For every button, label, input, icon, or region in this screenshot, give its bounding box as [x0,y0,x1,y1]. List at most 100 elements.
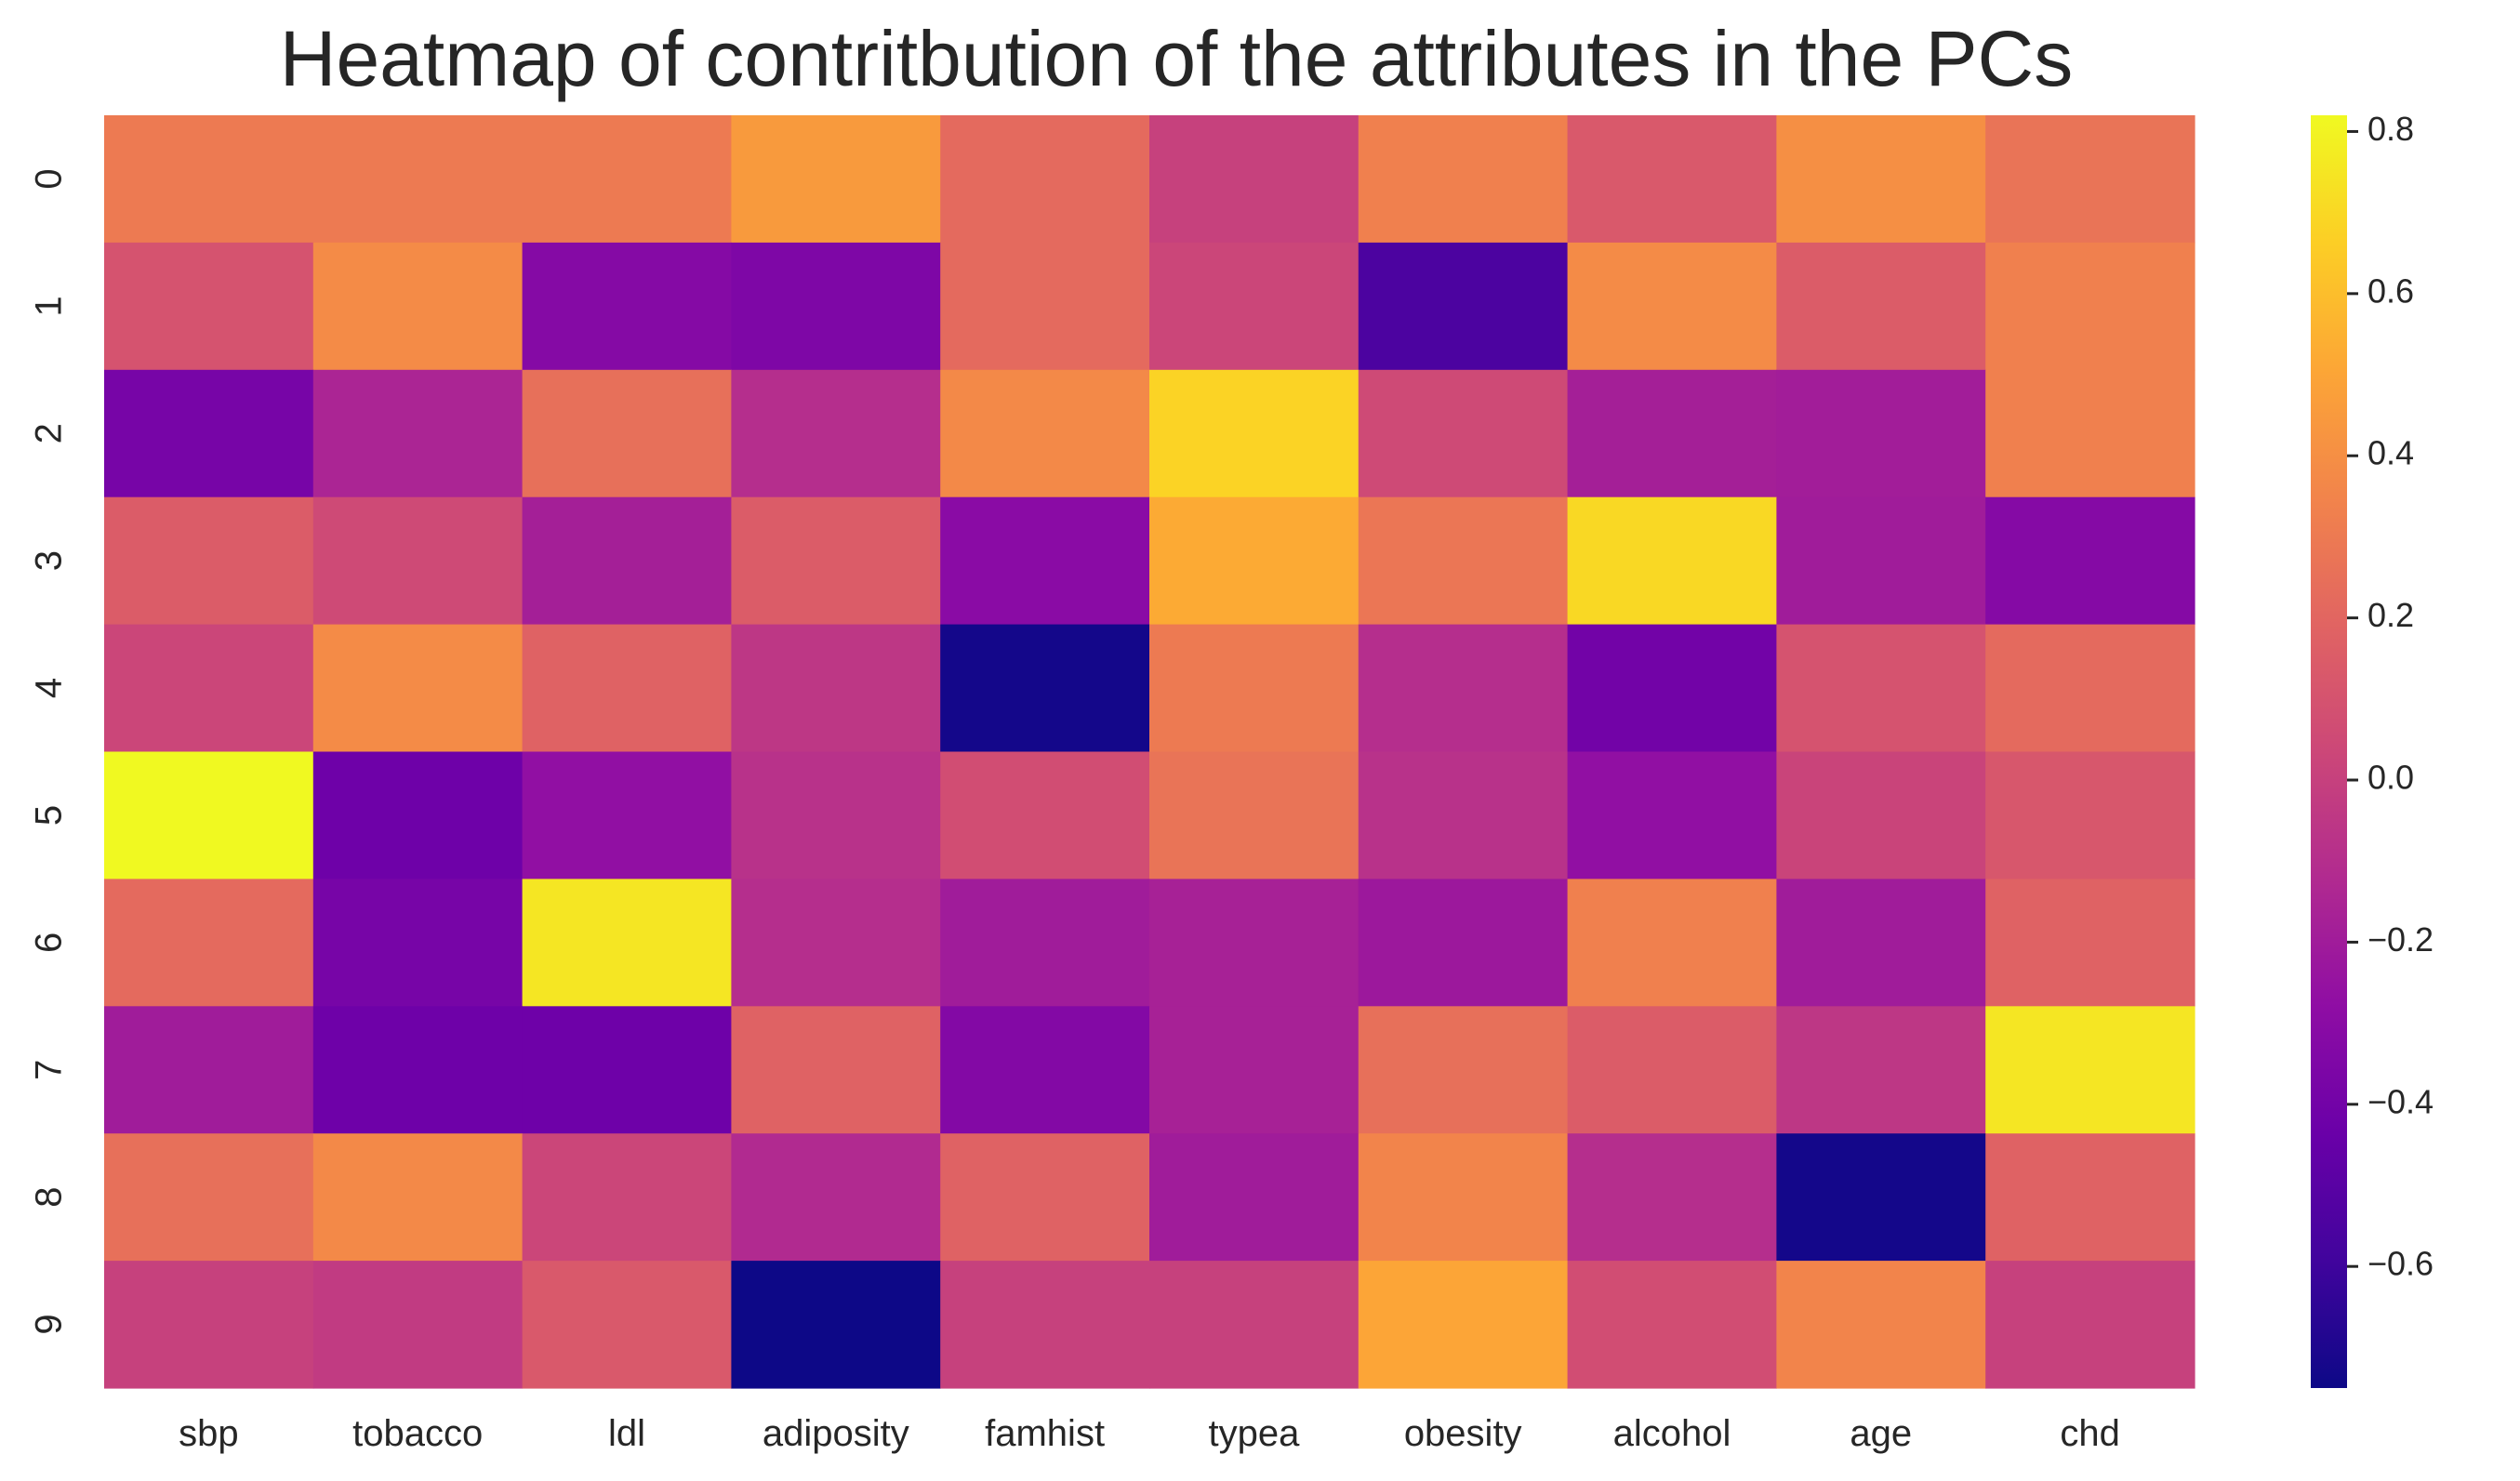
heatmap-cell-0-tobacco [312,115,524,244]
heatmap-cell-1-alcohol [1567,242,1777,371]
heatmap-cell-2-sbp [104,369,314,498]
y-tick-label-8: 8 [29,1187,70,1208]
heatmap-cell-3-typea [1149,496,1359,626]
heatmap-cell-3-age [1776,496,1986,626]
x-tick-label-famhist: famhist [985,1413,1105,1454]
heatmap-cell-2-typea [1149,369,1359,498]
heatmap-cell-2-adiposity [731,369,941,498]
heatmap-cell-9-adiposity [731,1261,941,1389]
heatmap-cell-7-tobacco [312,1006,524,1134]
heatmap-cell-8-famhist [940,1133,1150,1262]
heatmap-cell-2-obesity [1358,369,1569,498]
heatmap-cell-8-adiposity [731,1133,941,1262]
heatmap-cell-2-famhist [940,369,1150,498]
heatmap-cell-9-age [1776,1261,1986,1389]
heatmap-cell-5-obesity [1358,751,1569,879]
heatmap-cell-4-adiposity [731,624,941,753]
heatmap-cell-0-age [1776,115,1986,244]
heatmap-cell-0-famhist [940,115,1150,244]
heatmap-cell-4-ldl [522,624,732,753]
heatmap-cell-8-chd [1985,1133,2195,1262]
heatmap-cell-7-age [1776,1006,1986,1134]
heatmap-cell-5-chd [1985,751,2195,879]
heatmap-cell-6-tobacco [312,879,524,1007]
heatmap-cell-7-typea [1149,1006,1359,1134]
heatmap-cell-1-chd [1985,242,2195,371]
y-tick-label-5: 5 [29,805,70,826]
heatmap-cell-5-famhist [940,751,1150,879]
heatmap-cell-6-famhist [940,879,1150,1007]
colorbar: 0.8 0.6 0.4 0.2 0.0 −0.2 −0.4 −0.6 [2311,110,2434,1388]
heatmap-cell-7-alcohol [1567,1006,1777,1134]
heatmap-cell-1-adiposity [731,242,941,371]
heatmap-cell-0-ldl [522,115,732,244]
heatmap-cell-8-obesity [1358,1133,1569,1262]
x-tick-label-typea: typea [1208,1413,1300,1454]
heatmap-cell-1-age [1776,242,1986,371]
heatmap-cell-9-obesity [1358,1261,1569,1389]
heatmap-cell-1-ldl [522,242,732,371]
heatmap-cell-6-sbp [104,879,314,1007]
heatmap-cell-0-typea [1149,115,1359,244]
heatmap-cell-3-sbp [104,496,314,626]
y-tick-label-0: 0 [29,168,70,189]
colorbar-tick-label: 0.0 [2367,759,2414,797]
heatmap-cell-3-alcohol [1567,496,1777,626]
heatmap-cell-0-obesity [1358,115,1569,244]
y-tick-label-4: 4 [29,678,70,698]
heatmap-cell-5-ldl [522,751,732,879]
heatmap-cell-6-adiposity [731,879,941,1007]
heatmap-cell-1-typea [1149,242,1359,371]
colorbar-tick-label: 0.6 [2367,271,2414,310]
colorbar-gradient [2311,115,2347,1388]
heatmap-cell-4-alcohol [1567,624,1777,753]
heatmap-cell-6-typea [1149,879,1359,1007]
heatmap-cell-3-famhist [940,496,1150,626]
heatmap-cell-5-typea [1149,751,1359,879]
heatmap-cell-7-adiposity [731,1006,941,1134]
heatmap-cell-8-alcohol [1567,1133,1777,1262]
colorbar-tick-label: −0.2 [2367,920,2434,959]
heatmap-cell-4-age [1776,624,1986,753]
x-tick-label-chd: chd [2060,1413,2120,1454]
heatmap-cell-8-sbp [104,1133,314,1262]
heatmap-cell-4-chd [1985,624,2195,753]
heatmap-cell-3-chd [1985,496,2195,626]
y-axis-tick-labels: 0 1 2 3 4 5 6 7 8 9 [29,168,70,1334]
y-tick-label-6: 6 [29,932,70,953]
y-tick-label-2: 2 [29,423,70,443]
x-axis-tick-labels: sbp tobacco ldl adiposity famhist typea obesit… [179,1413,2120,1454]
y-tick-label-3: 3 [29,550,70,571]
heatmap-cell-9-chd [1985,1261,2195,1389]
heatmap-cell-6-alcohol [1567,879,1777,1007]
heatmap-cell-2-alcohol [1567,369,1777,498]
heatmap-cell-1-tobacco [312,242,524,371]
heatmap-cell-9-sbp [104,1261,314,1389]
heatmap-cell-9-alcohol [1567,1261,1777,1389]
x-tick-label-ldl: ldl [608,1413,645,1454]
heatmap-cell-5-alcohol [1567,751,1777,879]
heatmap-cell-7-obesity [1358,1006,1569,1134]
heatmap-cell-1-famhist [940,242,1150,371]
heatmap-cell-6-age [1776,879,1986,1007]
heatmap-cell-4-famhist [940,624,1150,753]
colorbar-tick-label: −0.4 [2367,1082,2434,1120]
x-tick-label-tobacco: tobacco [352,1413,483,1454]
heatmap-cell-0-alcohol [1567,115,1777,244]
heatmap-cell-5-age [1776,751,1986,879]
heatmap-cell-6-chd [1985,879,2195,1007]
heatmap-cell-9-tobacco [312,1261,524,1389]
heatmap-cell-5-tobacco [312,751,524,879]
y-tick-label-1: 1 [29,296,70,316]
colorbar-tick-label: 0.4 [2367,434,2414,472]
heatmap-cell-4-obesity [1358,624,1569,753]
heatmap-cell-2-chd [1985,369,2195,498]
heatmap-cell-2-age [1776,369,1986,498]
heatmap-cell-7-chd [1985,1006,2195,1134]
heatmap-cell-1-obesity [1358,242,1569,371]
x-tick-label-sbp: sbp [179,1413,239,1454]
heatmap-cell-0-chd [1985,115,2195,244]
heatmap-cell-9-ldl [522,1261,732,1389]
heatmap-cell-0-adiposity [731,115,941,244]
